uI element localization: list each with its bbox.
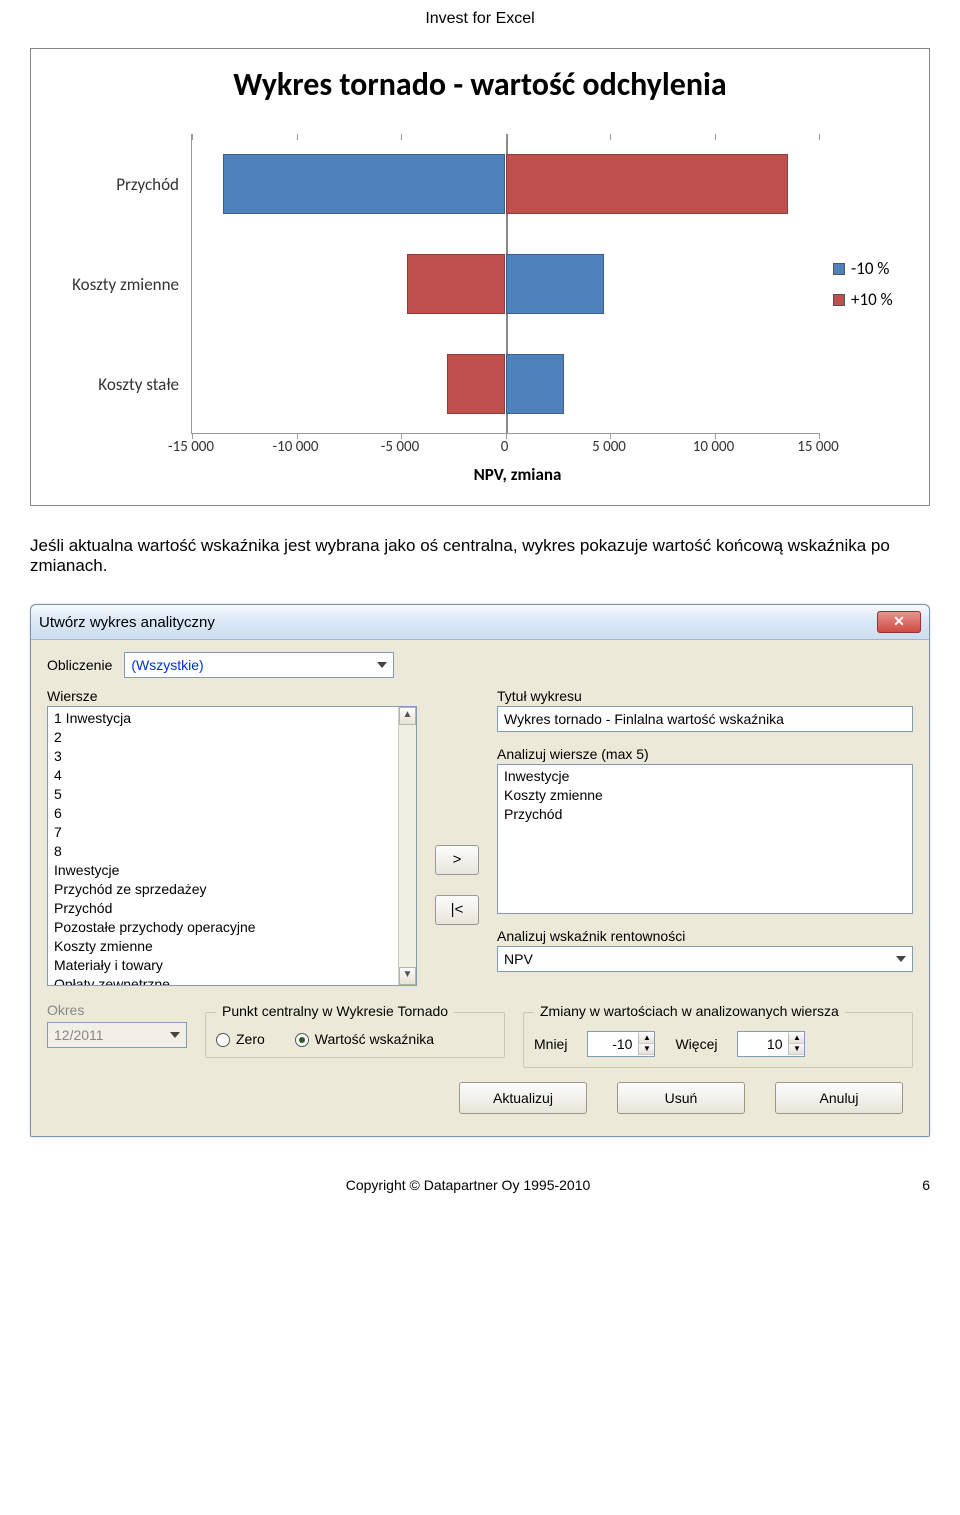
wskaznik-select[interactable]: NPV xyxy=(497,946,913,972)
list-item[interactable]: 4 xyxy=(54,766,410,785)
y-label: Koszty stałe xyxy=(98,374,179,395)
legend-swatch-neg xyxy=(833,263,845,275)
okres-label: Okres xyxy=(47,1002,187,1018)
scroll-up-icon[interactable]: ▲ xyxy=(399,707,416,725)
x-tick-label: -10 000 xyxy=(273,438,319,456)
legend-label-neg: -10 % xyxy=(851,258,889,279)
wiecej-spinner[interactable]: ▲▼ xyxy=(737,1031,805,1057)
list-item[interactable]: 3 xyxy=(54,747,410,766)
list-item[interactable]: Koszty zmienne xyxy=(54,937,410,956)
y-label: Koszty zmienne xyxy=(72,274,179,295)
legend-swatch-pos xyxy=(833,294,845,306)
chart-title: Wykres tornado - wartość odchylenia xyxy=(41,65,919,104)
tytul-input[interactable]: Wykres tornado - Finlalna wartość wskaźn… xyxy=(497,706,913,732)
move-left-button[interactable]: |< xyxy=(435,895,479,925)
obliczenie-select[interactable]: (Wszystkie) xyxy=(124,652,394,678)
footer-copyright: Copyright © Datapartner Oy 1995-2010 xyxy=(30,1177,906,1193)
page-header: Invest for Excel xyxy=(30,10,930,28)
wiersze-label: Wiersze xyxy=(47,688,417,704)
anuluj-button[interactable]: Anuluj xyxy=(775,1082,903,1114)
list-item[interactable]: 5 xyxy=(54,785,410,804)
chart-bar xyxy=(506,354,565,414)
x-axis-labels: -15 000-10 000-5 00005 00010 00015 000 xyxy=(191,434,818,458)
list-item[interactable]: Pozostałe przychody operacyjne xyxy=(54,918,410,937)
list-item[interactable]: Opłaty zewnętrzne xyxy=(54,975,410,986)
x-axis-title: NPV, zmiana xyxy=(116,464,919,485)
move-right-button[interactable]: > xyxy=(435,845,479,875)
mniej-label: Mniej xyxy=(534,1036,567,1052)
list-item[interactable]: 7 xyxy=(54,823,410,842)
list-item[interactable]: Przychód ze sprzedażey xyxy=(54,880,410,899)
chart-bar xyxy=(447,354,506,414)
okres-select: 12/2011 xyxy=(47,1022,187,1048)
chart-legend: -10 % +10 % xyxy=(819,134,919,434)
body-paragraph: Jeśli aktualna wartość wskaźnika jest wy… xyxy=(30,536,930,576)
y-axis-labels: Przychód Koszty zmienne Koszty stałe xyxy=(41,134,191,434)
wskaznik-label: Analizuj wskaźnik rentowności xyxy=(497,928,913,944)
chart-bar xyxy=(506,154,788,214)
tytul-label: Tytuł wykresu xyxy=(497,688,913,704)
wiecej-label: Więcej xyxy=(675,1036,717,1052)
list-item[interactable]: Przychód xyxy=(54,899,410,918)
list-item[interactable]: Przychód xyxy=(504,805,906,824)
spin-up-icon[interactable]: ▲ xyxy=(638,1033,654,1044)
analizuj-listbox[interactable]: InwestycjeKoszty zmiennePrzychód xyxy=(497,764,913,914)
x-tick-label: -15 000 xyxy=(168,438,214,456)
chart-bar xyxy=(223,154,505,214)
x-tick-label: 0 xyxy=(501,438,509,456)
tytul-value: Wykres tornado - Finlalna wartość wskaźn… xyxy=(504,711,784,727)
okres-value: 12/2011 xyxy=(54,1027,104,1043)
radio-wartosc[interactable]: Wartość wskaźnika xyxy=(295,1031,434,1047)
list-item[interactable]: 6 xyxy=(54,804,410,823)
list-item[interactable]: Inwestycje xyxy=(54,861,410,880)
usun-button[interactable]: Usuń xyxy=(617,1082,745,1114)
analizuj-label: Analizuj wiersze (max 5) xyxy=(497,746,913,762)
mniej-spinner[interactable]: ▲▼ xyxy=(587,1031,655,1057)
chevron-down-icon xyxy=(170,1032,180,1038)
spin-down-icon[interactable]: ▼ xyxy=(788,1044,804,1055)
list-item[interactable]: Koszty zmienne xyxy=(504,786,906,805)
spin-down-icon[interactable]: ▼ xyxy=(638,1044,654,1055)
list-item[interactable]: 8 xyxy=(54,842,410,861)
list-item[interactable]: 2 xyxy=(54,728,410,747)
dialog-titlebar: Utwórz wykres analityczny ✕ xyxy=(31,605,929,640)
dialog-create-chart: Utwórz wykres analityczny ✕ Obliczenie (… xyxy=(30,604,930,1137)
radio-zero[interactable]: Zero xyxy=(216,1031,265,1047)
chart-plot-area xyxy=(191,134,819,434)
legend-label-pos: +10 % xyxy=(851,289,893,310)
mniej-input[interactable] xyxy=(588,1034,638,1054)
obliczenie-value: (Wszystkie) xyxy=(131,657,203,673)
x-tick-label: 5 000 xyxy=(592,438,626,456)
y-label: Przychód xyxy=(116,174,179,195)
list-item[interactable]: 1 Inwestycja xyxy=(54,709,410,728)
dialog-title: Utwórz wykres analityczny xyxy=(39,614,215,631)
wiersze-listbox[interactable]: 1 Inwestycja2345678InwestycjePrzychód ze… xyxy=(47,706,417,986)
group-change-title: Zmiany w wartościach w analizowanych wie… xyxy=(534,1003,845,1019)
chevron-down-icon xyxy=(896,956,906,962)
x-tick-label: -5 000 xyxy=(381,438,419,456)
list-item[interactable]: Inwestycje xyxy=(504,767,906,786)
wskaznik-value: NPV xyxy=(504,951,533,967)
scroll-down-icon[interactable]: ▼ xyxy=(399,967,416,985)
footer-page: 6 xyxy=(906,1177,930,1193)
chart-bar xyxy=(506,254,604,314)
close-icon[interactable]: ✕ xyxy=(877,611,921,633)
tornado-chart: Wykres tornado - wartość odchylenia Przy… xyxy=(30,48,930,506)
wiecej-input[interactable] xyxy=(738,1034,788,1054)
x-tick-label: 10 000 xyxy=(693,438,734,456)
list-item[interactable]: Materiały i towary xyxy=(54,956,410,975)
scrollbar[interactable]: ▲ ▼ xyxy=(398,707,416,985)
group-center-title: Punkt centralny w Wykresie Tornado xyxy=(216,1003,454,1019)
obliczenie-label: Obliczenie xyxy=(47,657,112,673)
aktualizuj-button[interactable]: Aktualizuj xyxy=(459,1082,587,1114)
spin-up-icon[interactable]: ▲ xyxy=(788,1033,804,1044)
chart-bar xyxy=(407,254,505,314)
x-tick-label: 15 000 xyxy=(797,438,838,456)
chevron-down-icon xyxy=(377,662,387,668)
